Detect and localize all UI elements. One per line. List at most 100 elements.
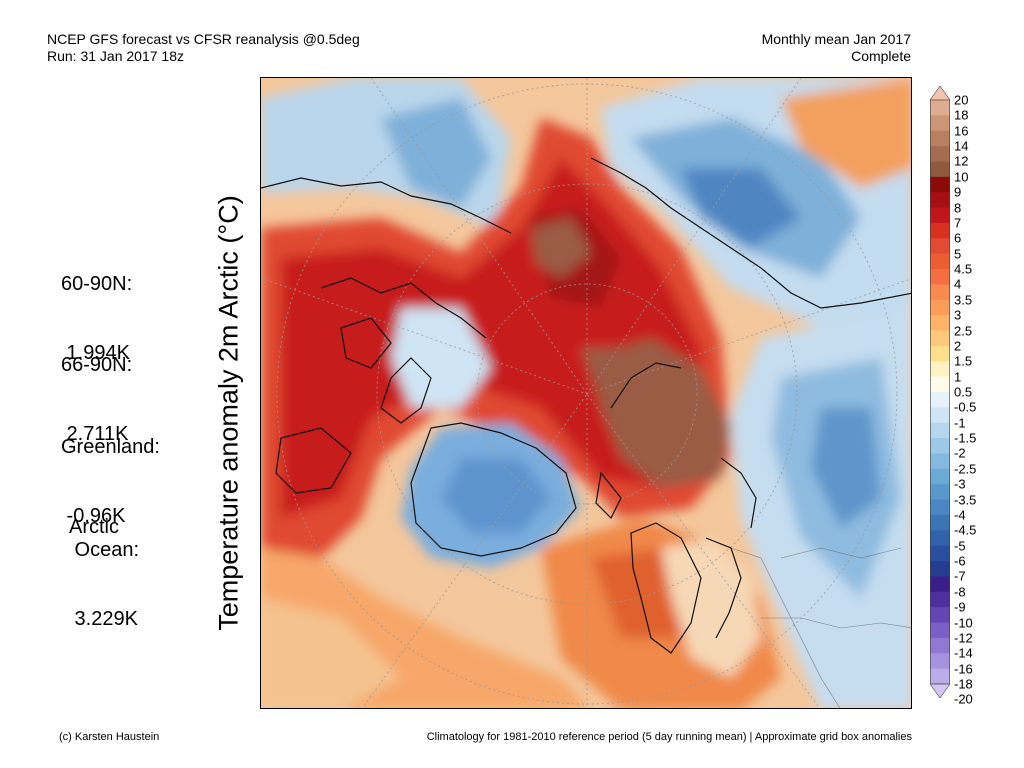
stat-label: 60-90N:: [61, 273, 133, 295]
header-right: Monthly mean Jan 2017 Complete: [762, 31, 911, 65]
colorbar-swatch: [930, 315, 950, 332]
colorbar-swatch: [930, 622, 950, 639]
colorbar-swatch: [930, 407, 950, 424]
colorbar-swatch: [930, 284, 950, 301]
colorbar-swatch: [930, 238, 950, 255]
colorbar-swatch: [930, 115, 950, 132]
colorbar-tick-label: -1: [954, 415, 966, 431]
colorbar-swatch: [930, 146, 950, 162]
colorbar-tick-label: -0.5: [954, 399, 977, 415]
colorbar-tick-label: -4: [954, 507, 966, 523]
colorbar-tick-label: -5: [954, 538, 966, 554]
stat-label: Greenland:: [61, 436, 160, 458]
colorbar-top-arrow: [930, 86, 950, 101]
colorbar-tick-label: -20: [954, 691, 973, 707]
colorbar-swatch: [930, 453, 950, 470]
colorbar-tick-label: 3.5: [954, 292, 973, 308]
colorbar-tick-label: 8: [954, 200, 962, 216]
stat-value: -0.96K: [61, 505, 126, 527]
stat-block-arctic-ocean: Arctic Ocean: 3.229K: [69, 470, 139, 654]
colorbar-swatch: [930, 607, 950, 624]
colorbar-swatch: [930, 253, 950, 270]
stat-block-66-90n: 66-90N: 2.711K: [61, 308, 132, 469]
anomaly-map: [260, 77, 912, 709]
colorbar-tick-label: 1.5: [954, 353, 973, 369]
colorbar-swatch: [930, 668, 950, 685]
stat-value: 3.229K: [69, 608, 138, 630]
colorbar-swatch: [930, 299, 950, 316]
colorbar-tick-label: 9: [954, 184, 962, 200]
colorbar-tick-label: -6: [954, 553, 966, 569]
colorbar-tick-label: -10: [954, 615, 973, 631]
chart-title: NCEP GFS forecast vs CFSR reanalysis @0.…: [47, 31, 360, 47]
colorbar-swatch: [930, 561, 950, 577]
colorbar-tick-label: -12: [954, 630, 973, 646]
colorbar-swatch: [930, 484, 950, 501]
colorbar-tick-label: -1.5: [954, 430, 977, 446]
colorbar-tick-label: -8: [954, 584, 966, 600]
colorbar-tick-label: -7: [954, 568, 966, 584]
colorbar-tick-label: 2: [954, 338, 962, 354]
colorbar-tick-label: -2: [954, 445, 966, 461]
colorbar-tick-label: 20: [954, 92, 969, 108]
colorbar-swatch: [930, 376, 950, 393]
colorbar-tick-label: -18: [954, 676, 973, 692]
colorbar-swatch: [930, 530, 950, 547]
colorbar-tick-label: 6: [954, 230, 962, 246]
colorbar-swatch: [930, 192, 950, 209]
colorbar-tick-label: -3.5: [954, 492, 977, 508]
colorbar-swatch: [930, 269, 950, 285]
colorbar-tick-label: -16: [954, 661, 973, 677]
stat-block-greenland: Greenland: -0.96K: [61, 390, 160, 551]
colorbar: [930, 86, 950, 698]
colorbar-frame: [930, 99, 950, 685]
colorbar-tick-label: 5: [954, 246, 962, 262]
colorbar-tick-label: -9: [954, 599, 966, 615]
stat-label: 66-90N:: [61, 354, 133, 376]
colorbar-swatch: [930, 176, 950, 193]
stat-value: 2.711K: [61, 423, 129, 445]
colorbar-swatch: [930, 222, 950, 239]
colorbar-bottom-arrow: [930, 683, 950, 698]
stat-block-60-90n: 60-90N: 1.994K: [61, 227, 132, 388]
colorbar-tick-label: 2.5: [954, 323, 973, 339]
colorbar-swatch: [930, 576, 950, 593]
colorbar-swatch: [930, 345, 950, 362]
period-label: Monthly mean Jan 2017: [761, 31, 911, 47]
stat-value: 1.994K: [61, 342, 130, 364]
colorbar-swatch: [930, 545, 950, 562]
colorbar-tick-label: 1: [954, 369, 962, 385]
colorbar-swatch: [930, 653, 950, 670]
colorbar-tick-label: 4.5: [954, 261, 973, 277]
colorbar-swatch: [930, 422, 950, 439]
colorbar-tick-label: 4: [954, 276, 962, 292]
colorbar-tick-label: -3: [954, 476, 966, 492]
colorbar-swatch: [930, 468, 950, 485]
colorbar-swatch: [930, 392, 950, 408]
colorbar-swatch: [930, 161, 950, 178]
colorbar-swatch: [930, 207, 950, 224]
colorbar-tick-label: 7: [954, 215, 962, 231]
run-label: Run: 31 Jan 2017 18z: [47, 48, 184, 64]
reference-note: Climatology for 1981-2010 reference peri…: [426, 731, 912, 743]
colorbar-tick-label: -2.5: [954, 461, 977, 477]
map-graphic: [261, 78, 911, 708]
colorbar-tick-label: -14: [954, 645, 973, 661]
colorbar-tick-label: 3: [954, 307, 962, 323]
colorbar-tick-label: 18: [954, 107, 969, 123]
colorbar-labels: 20 18 16 14 12 10 9 8 7 6 5 4.5 4 3.5 3 2.5 2 1.5 1 0.5 -0.5…: [954, 86, 1014, 706]
axis-label: Temperature anomaly 2m Arctic (°C): [213, 195, 244, 631]
colorbar-swatch: [930, 499, 950, 516]
stat-label: Arctic Ocean:: [69, 516, 140, 561]
colorbar-swatch: [930, 330, 950, 347]
credit-label: (c) Karsten Haustein: [59, 731, 160, 743]
colorbar-swatch: [930, 438, 950, 454]
header-left: NCEP GFS forecast vs CFSR reanalysis @0.…: [47, 31, 360, 65]
colorbar-swatch: [930, 514, 950, 531]
colorbar-swatch: [930, 361, 950, 378]
colorbar-swatch: [930, 591, 950, 608]
colorbar-tick-label: -4.5: [954, 522, 977, 538]
colorbar-tick-label: 14: [954, 138, 969, 154]
colorbar-tick-label: 0.5: [954, 384, 973, 400]
colorbar-tick-label: 12: [954, 153, 969, 169]
